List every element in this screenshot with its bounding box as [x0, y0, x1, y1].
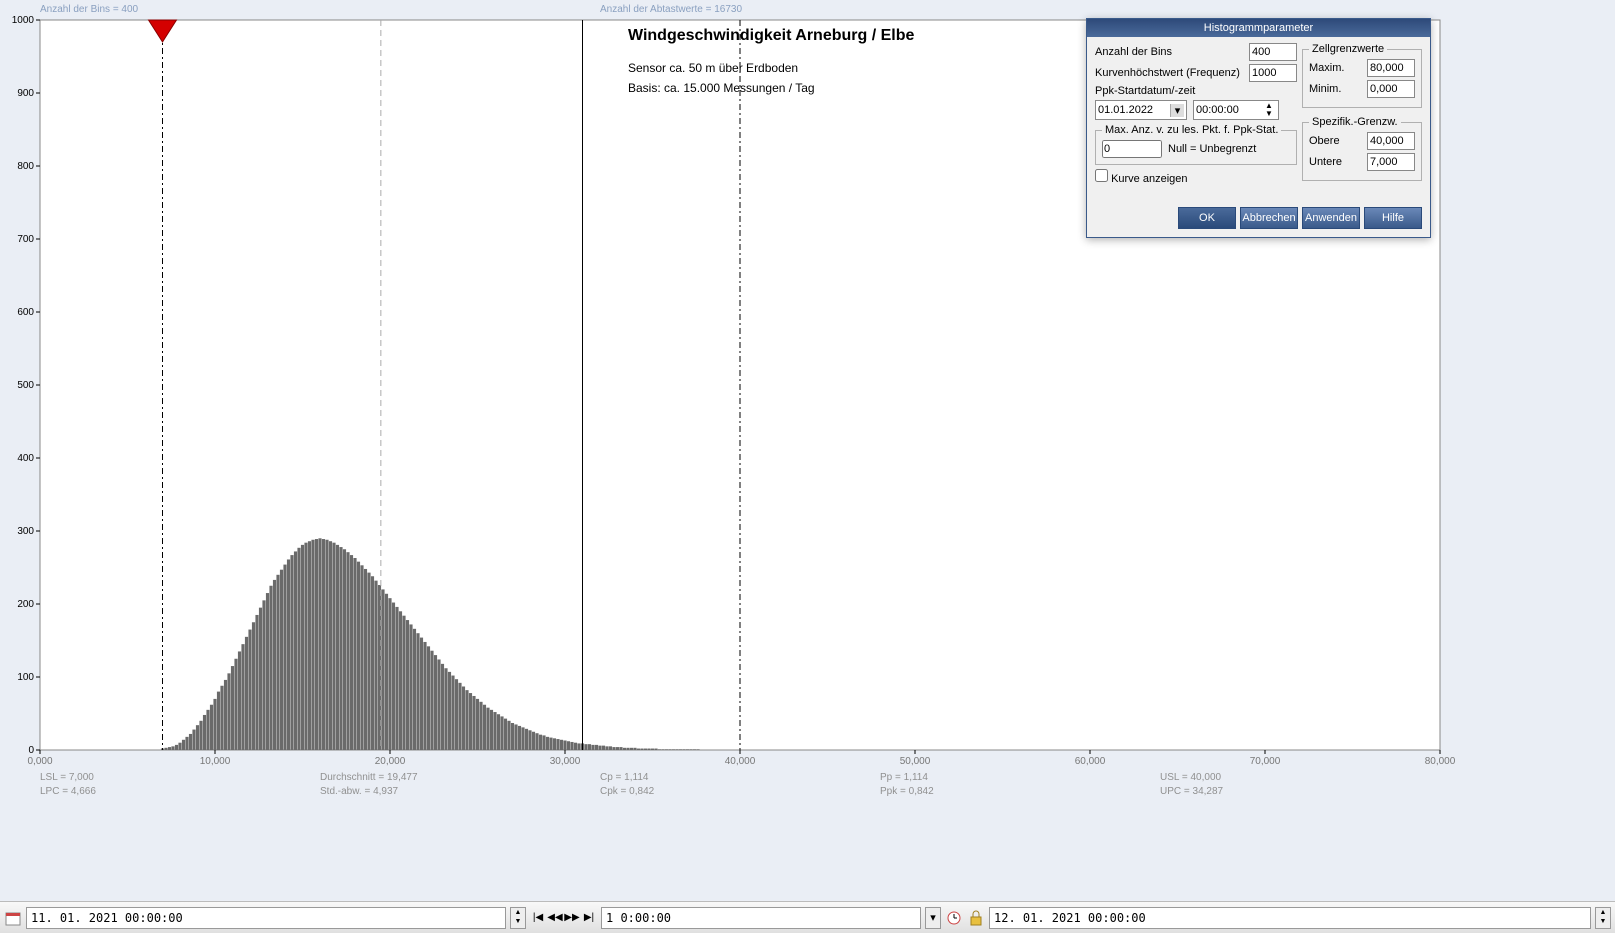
curve-max-label: Kurvenhöchstwert (Frequenz)	[1095, 67, 1249, 79]
svg-text:80,000: 80,000	[1425, 756, 1456, 767]
show-curve-checkbox[interactable]	[1095, 169, 1108, 182]
svg-text:1000: 1000	[12, 15, 35, 26]
svg-text:20,000: 20,000	[375, 756, 406, 767]
svg-text:0,000: 0,000	[27, 756, 52, 767]
svg-text:60,000: 60,000	[1075, 756, 1106, 767]
dialog-title: Histogrammparameter	[1087, 19, 1430, 37]
show-curve-label: Kurve anzeigen	[1111, 173, 1187, 185]
chevron-down-icon[interactable]: ▾	[1170, 104, 1184, 117]
svg-text:800: 800	[17, 161, 34, 172]
span-field[interactable]: 1 0:00:00	[601, 907, 921, 929]
bins-label: Anzahl der Bins	[1095, 46, 1249, 58]
svg-text:500: 500	[17, 380, 34, 391]
svg-text:10,000: 10,000	[200, 756, 231, 767]
time-toolbar: 11. 01. 2021 00:00:00 ▲▼ |◀ ◀◀ ▶▶ ▶| 1 0…	[0, 901, 1615, 933]
ok-button[interactable]: OK	[1178, 207, 1236, 229]
curve-max-input[interactable]	[1249, 64, 1297, 82]
svg-text:200: 200	[17, 599, 34, 610]
svg-text:Cpk = 0,842: Cpk = 0,842	[600, 786, 655, 797]
svg-text:300: 300	[17, 526, 34, 537]
svg-text:Windgeschwindigkeit Arneburg: Windgeschwindigkeit Arneburg / Elbe	[628, 27, 915, 44]
svg-text:LSL = 7,000: LSL = 7,000	[40, 772, 94, 783]
cell-max-input[interactable]	[1367, 59, 1415, 77]
svg-text:40,000: 40,000	[725, 756, 756, 767]
help-button[interactable]: Hilfe	[1364, 207, 1422, 229]
nav-first-icon[interactable]: |◀	[530, 909, 546, 927]
svg-text:Anzahl der Bins = 400: Anzahl der Bins = 400	[40, 4, 139, 15]
max-points-input[interactable]	[1102, 140, 1162, 158]
end-time-field[interactable]: 12. 01. 2021 00:00:00	[989, 907, 1591, 929]
spec-upper-input[interactable]	[1367, 132, 1415, 150]
svg-text:700: 700	[17, 234, 34, 245]
spec-limits-fieldset: Spezifik.-Grenzw. Obere Untere	[1302, 116, 1422, 181]
svg-text:Durchschnitt = 19,477: Durchschnitt = 19,477	[320, 772, 418, 783]
cancel-button[interactable]: Abbrechen	[1240, 207, 1298, 229]
ppk-date-input[interactable]: 01.01.2022 ▾	[1095, 100, 1187, 120]
nav-prev-icon[interactable]: ◀◀	[547, 909, 563, 927]
end-time-spinner[interactable]: ▲▼	[1595, 907, 1611, 929]
nav-last-icon[interactable]: ▶|	[581, 909, 597, 927]
cell-min-input[interactable]	[1367, 80, 1415, 98]
ppk-time-input[interactable]: 00:00:00 ▲▼	[1193, 100, 1279, 120]
svg-text:Sensor ca. 50 m über Erdboden: Sensor ca. 50 m über Erdboden	[628, 61, 798, 75]
svg-text:100: 100	[17, 672, 34, 683]
histogram-parameter-dialog: Histogrammparameter Anzahl der Bins Kurv…	[1086, 18, 1431, 238]
svg-text:0: 0	[28, 745, 34, 756]
svg-text:600: 600	[17, 307, 34, 318]
svg-text:USL = 40,000: USL = 40,000	[1160, 772, 1222, 783]
svg-text:30,000: 30,000	[550, 756, 581, 767]
svg-text:Basis: ca. 15.000 Messungen: Basis: ca. 15.000 Messungen / Tag	[628, 81, 815, 95]
svg-text:900: 900	[17, 88, 34, 99]
cell-limits-fieldset: Zellgrenzwerte Maxim. Minim.	[1302, 43, 1422, 108]
ppk-date-label: Ppk-Startdatum/-zeit	[1095, 85, 1297, 97]
spec-lower-input[interactable]	[1367, 153, 1415, 171]
svg-text:400: 400	[17, 453, 34, 464]
nav-next-icon[interactable]: ▶▶	[564, 909, 580, 927]
apply-button[interactable]: Anwenden	[1302, 207, 1360, 229]
lock-icon[interactable]	[967, 909, 985, 927]
span-dropdown-icon[interactable]: ▾	[925, 907, 941, 929]
spinner-icon[interactable]: ▲▼	[1262, 102, 1276, 118]
svg-text:Std.-abw. = 4,937: Std.-abw. = 4,937	[320, 786, 399, 797]
svg-text:Pp = 1,114: Pp = 1,114	[880, 772, 928, 783]
svg-text:LPC = 4,666: LPC = 4,666	[40, 786, 96, 797]
svg-text:Anzahl der Abtastwerte = 16730: Anzahl der Abtastwerte = 16730	[600, 4, 742, 15]
svg-text:Ppk = 0,842: Ppk = 0,842	[880, 786, 934, 797]
svg-text:50,000: 50,000	[900, 756, 931, 767]
start-time-field[interactable]: 11. 01. 2021 00:00:00	[26, 907, 506, 929]
bins-input[interactable]	[1249, 43, 1297, 61]
calendar-icon[interactable]	[4, 909, 22, 927]
svg-text:UPC = 34,287: UPC = 34,287	[1160, 786, 1224, 797]
nav-buttons: |◀ ◀◀ ▶▶ ▶|	[530, 909, 597, 927]
svg-text:70,000: 70,000	[1250, 756, 1281, 767]
clock-icon[interactable]	[945, 909, 963, 927]
start-time-spinner[interactable]: ▲▼	[510, 907, 526, 929]
max-points-fieldset: Max. Anz. v. zu les. Pkt. f. Ppk-Stat. N…	[1095, 124, 1297, 165]
svg-text:Cp = 1,114: Cp = 1,114	[600, 772, 649, 783]
